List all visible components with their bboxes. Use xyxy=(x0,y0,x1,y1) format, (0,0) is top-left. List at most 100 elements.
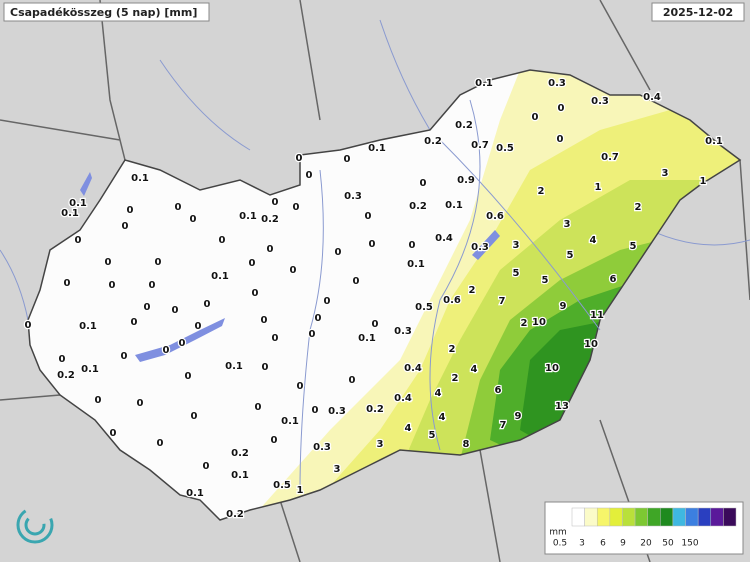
station-value: 2 xyxy=(521,318,528,329)
station-value: 0 xyxy=(372,319,379,330)
legend-swatch xyxy=(710,507,724,527)
station-value: 0 xyxy=(185,371,192,382)
station-value: 2 xyxy=(469,285,476,296)
station-value: 0.2 xyxy=(409,201,427,212)
station-value: 0 xyxy=(293,202,300,213)
station-value: 0.9 xyxy=(457,175,475,186)
station-value: 0.1 xyxy=(239,211,257,222)
title: Csapadékösszeg (5 nap) [mm] xyxy=(10,6,197,19)
rivers xyxy=(299,99,601,491)
legend-label: 3 xyxy=(579,539,585,549)
date-box xyxy=(651,2,745,22)
station-value: 0 xyxy=(420,178,427,189)
station-value: 0 xyxy=(409,240,416,251)
station-value: 0 xyxy=(175,202,182,213)
station-value: 3 xyxy=(334,464,341,475)
station-value: 10 xyxy=(532,317,546,328)
station-value: 0 xyxy=(267,244,274,255)
rivers-outside xyxy=(0,19,750,321)
station-value: 0.1 xyxy=(368,143,386,154)
station-value: 0 xyxy=(179,338,186,349)
station-value: 0 xyxy=(59,354,66,365)
station-value: 0 xyxy=(344,154,351,165)
station-value: 0 xyxy=(219,235,226,246)
station-value: 1 xyxy=(297,485,304,496)
station-value: 0.1 xyxy=(225,361,243,372)
station-value: 0.4 xyxy=(435,233,453,244)
legend-swatch xyxy=(609,507,623,527)
station-value: 2 xyxy=(538,186,545,197)
station-value: 0.1 xyxy=(407,259,425,270)
station-value: 0 xyxy=(121,351,128,362)
station-value: 0.1 xyxy=(211,271,229,282)
station-value: 0.1 xyxy=(131,173,149,184)
station-value: 0.7 xyxy=(471,140,489,151)
station-value: 0.4 xyxy=(643,92,661,103)
station-value: 0 xyxy=(191,411,198,422)
station-value: 0 xyxy=(262,362,269,373)
station-value: 3 xyxy=(377,439,384,450)
legend-swatch xyxy=(571,507,585,527)
lake-tisza xyxy=(472,230,500,260)
station-value: 0.3 xyxy=(313,442,331,453)
station-value: 0.3 xyxy=(548,78,566,89)
station-value: 0 xyxy=(255,402,262,413)
date: 2025-12-02 xyxy=(663,6,733,19)
station-value: 9 xyxy=(560,301,567,312)
station-value: 0 xyxy=(25,320,32,331)
station-value: 0.5 xyxy=(415,302,433,313)
station-value: 0 xyxy=(163,345,170,356)
station-value: 4 xyxy=(439,412,446,423)
station-value: 0 xyxy=(261,315,268,326)
station-value: 0 xyxy=(335,247,342,258)
station-value: 0.1 xyxy=(186,488,204,499)
station-value: 4 xyxy=(435,388,442,399)
station-value: 0 xyxy=(353,276,360,287)
station-value: 4 xyxy=(405,423,412,434)
legend: 0.5 3 6 9 20 50 150 mm xyxy=(544,501,744,555)
station-value: 0.1 xyxy=(79,321,97,332)
legend-label: 150 xyxy=(681,539,698,549)
station-value: 0.2 xyxy=(231,448,249,459)
legend-swatch xyxy=(723,507,737,527)
legend-swatch xyxy=(596,507,611,527)
station-value: 0.1 xyxy=(281,416,299,427)
station-value: 0 xyxy=(272,197,279,208)
station-value: 0.3 xyxy=(328,406,346,417)
station-value: 6 xyxy=(610,274,617,285)
station-value: 0.7 xyxy=(601,152,619,163)
station-value: 9 xyxy=(515,411,522,422)
lake-balaton xyxy=(135,318,225,362)
station-value: 5 xyxy=(513,268,520,279)
station-value: 4 xyxy=(471,364,478,375)
station-value: 10 xyxy=(584,339,598,350)
station-value: 0 xyxy=(157,438,164,449)
station-value: 0.6 xyxy=(443,295,461,306)
station-value: 0.1 xyxy=(61,208,79,219)
legend-swatch xyxy=(672,507,686,527)
lake-ferto xyxy=(80,172,92,196)
station-value: 0 xyxy=(110,428,117,439)
station-value: 0.2 xyxy=(366,404,384,415)
station-value: 0.1 xyxy=(705,136,723,147)
legend-label: 50 xyxy=(662,539,674,549)
station-value: 3 xyxy=(564,219,571,230)
station-value: 7 xyxy=(500,420,507,431)
station-value: 0.2 xyxy=(57,370,75,381)
station-value: 2 xyxy=(635,202,642,213)
station-value: 0 xyxy=(271,435,278,446)
station-value: 0 xyxy=(75,235,82,246)
station-value: 0 xyxy=(290,265,297,276)
title-box xyxy=(3,2,210,22)
legend-swatch xyxy=(584,507,598,527)
station-value: 0 xyxy=(324,296,331,307)
station-value: 0.4 xyxy=(404,363,422,374)
station-value: 1 xyxy=(595,182,602,193)
station-value: 0 xyxy=(127,205,134,216)
station-value: 0 xyxy=(369,239,376,250)
station-value: 0 xyxy=(249,258,256,269)
station-value: 0 xyxy=(297,381,304,392)
station-value: 3 xyxy=(662,168,669,179)
